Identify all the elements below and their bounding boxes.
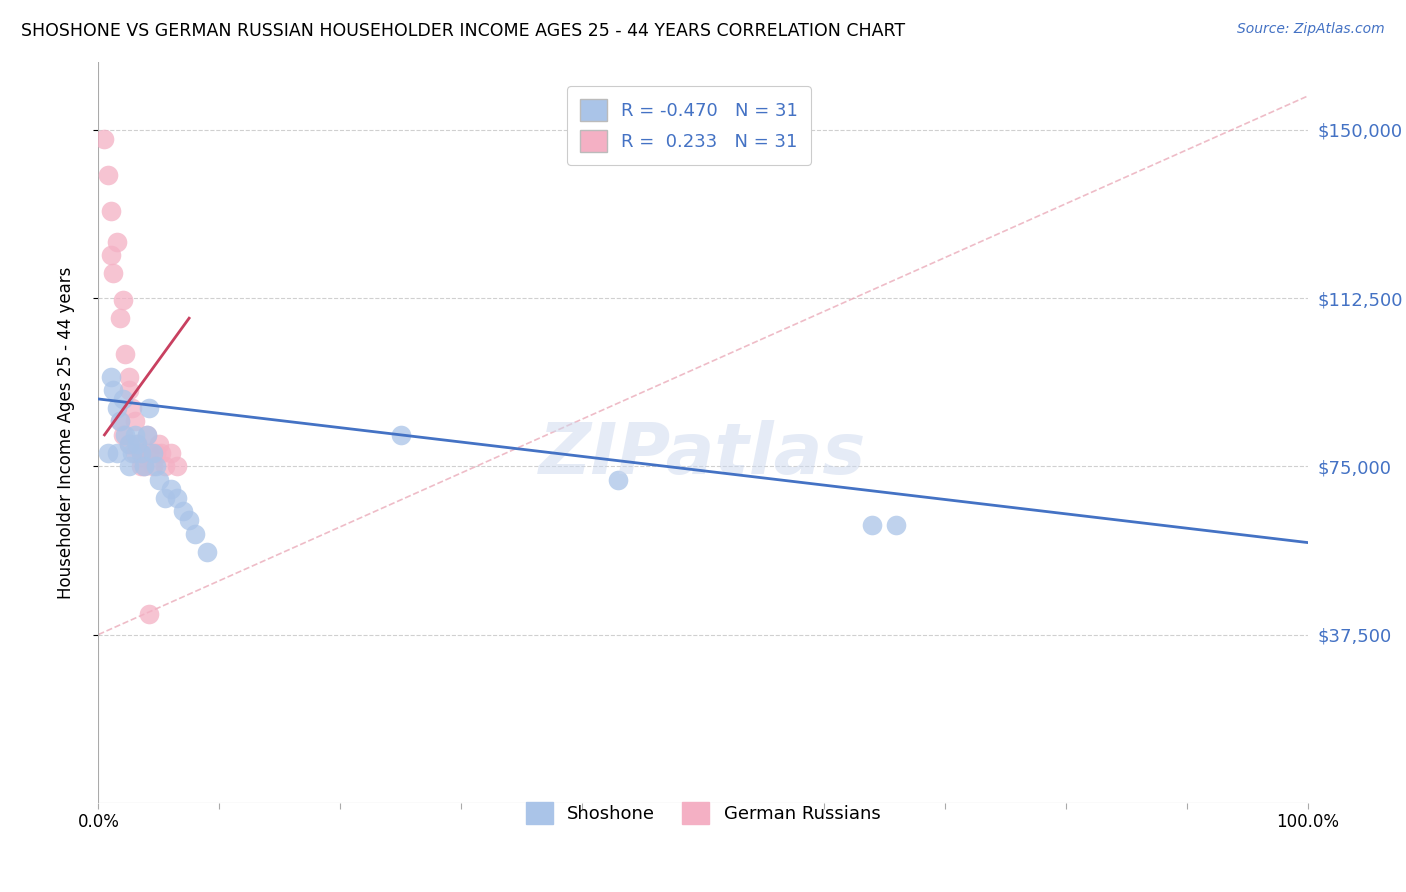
Point — [142, 459, 165, 474]
Point — [195, 544, 218, 558]
Point — [114, 347, 136, 361]
Point — [105, 446, 128, 460]
Point — [100, 248, 122, 262]
Point — [105, 401, 128, 415]
Point — [97, 446, 120, 460]
Point — [100, 203, 122, 218]
Point — [142, 446, 165, 460]
Point — [118, 437, 141, 451]
Point — [148, 473, 170, 487]
Point — [172, 504, 194, 518]
Legend: Shoshone, German Russians: Shoshone, German Russians — [519, 794, 887, 830]
Point — [607, 473, 630, 487]
Point — [101, 383, 124, 397]
Point — [118, 459, 141, 474]
Point — [160, 446, 183, 460]
Point — [153, 459, 176, 474]
Point — [111, 392, 134, 406]
Point — [166, 459, 188, 474]
Point — [118, 369, 141, 384]
Text: ZIPatlas: ZIPatlas — [540, 420, 866, 490]
Point — [121, 446, 143, 460]
Point — [111, 428, 134, 442]
Point — [179, 513, 201, 527]
Point — [124, 428, 146, 442]
Point — [129, 446, 152, 460]
Point — [101, 266, 124, 280]
Point — [129, 446, 152, 460]
Point — [138, 607, 160, 622]
Point — [124, 414, 146, 428]
Point — [135, 428, 157, 442]
Point — [160, 482, 183, 496]
Text: SHOSHONE VS GERMAN RUSSIAN HOUSEHOLDER INCOME AGES 25 - 44 YEARS CORRELATION CHA: SHOSHONE VS GERMAN RUSSIAN HOUSEHOLDER I… — [21, 22, 905, 40]
Point — [108, 414, 131, 428]
Point — [97, 168, 120, 182]
Point — [111, 293, 134, 308]
Point — [860, 517, 883, 532]
Point — [114, 428, 136, 442]
Point — [108, 311, 131, 326]
Point — [127, 437, 149, 451]
Point — [886, 517, 908, 532]
Point — [118, 437, 141, 451]
Point — [138, 401, 160, 415]
Point — [118, 383, 141, 397]
Point — [93, 132, 115, 146]
Point — [134, 459, 156, 474]
Text: Source: ZipAtlas.com: Source: ZipAtlas.com — [1237, 22, 1385, 37]
Point — [389, 428, 412, 442]
Point — [148, 437, 170, 451]
Point — [121, 401, 143, 415]
Point — [153, 491, 176, 505]
Point — [100, 369, 122, 384]
Point — [138, 446, 160, 460]
Point — [135, 428, 157, 442]
Point — [108, 414, 131, 428]
Point — [166, 491, 188, 505]
Point — [145, 446, 167, 460]
Point — [145, 459, 167, 474]
Point — [105, 235, 128, 249]
Point — [150, 446, 173, 460]
Point — [134, 459, 156, 474]
Point — [129, 459, 152, 474]
Point — [124, 446, 146, 460]
Point — [184, 526, 207, 541]
Y-axis label: Householder Income Ages 25 - 44 years: Householder Income Ages 25 - 44 years — [56, 267, 75, 599]
Point — [127, 437, 149, 451]
